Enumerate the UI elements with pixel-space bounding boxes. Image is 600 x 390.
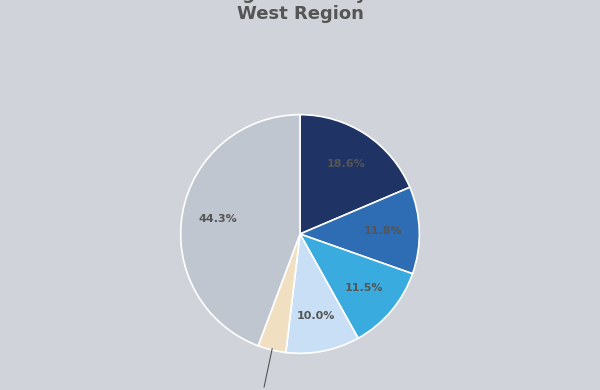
Text: 44.3%: 44.3% — [199, 214, 237, 224]
Title: ChoiceCash Originations by Manufacturer
West Region: ChoiceCash Originations by Manufacturer … — [89, 0, 511, 23]
Text: 10.0%: 10.0% — [297, 311, 335, 321]
Text: 11.5%: 11.5% — [344, 283, 383, 293]
Wedge shape — [258, 234, 300, 353]
Wedge shape — [286, 234, 358, 353]
Wedge shape — [300, 187, 419, 274]
Wedge shape — [181, 115, 300, 346]
Wedge shape — [300, 234, 413, 338]
Text: 18.6%: 18.6% — [327, 160, 365, 169]
Text: 3.8%: 3.8% — [247, 349, 277, 390]
Wedge shape — [300, 115, 410, 234]
Text: 11.8%: 11.8% — [364, 226, 403, 236]
